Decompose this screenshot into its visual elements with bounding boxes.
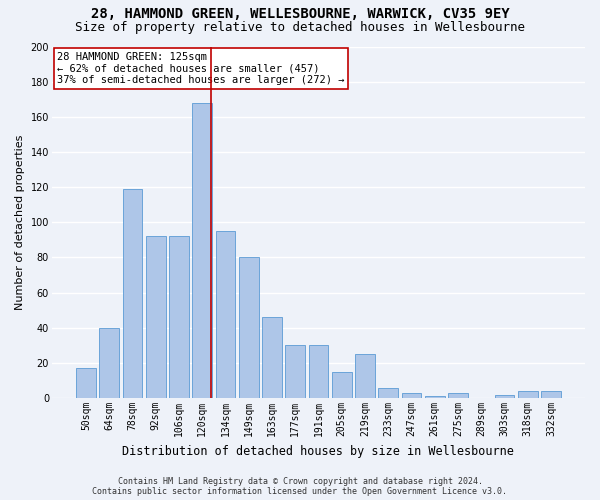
Text: 28, HAMMOND GREEN, WELLESBOURNE, WARWICK, CV35 9EY: 28, HAMMOND GREEN, WELLESBOURNE, WARWICK… [91, 8, 509, 22]
Bar [425, 396, 445, 398]
Bar [518, 391, 538, 398]
Bar [100, 328, 119, 398]
Bar [448, 393, 468, 398]
X-axis label: Distribution of detached houses by size in Wellesbourne: Distribution of detached houses by size … [122, 444, 514, 458]
Text: Contains HM Land Registry data © Crown copyright and database right 2024.
Contai: Contains HM Land Registry data © Crown c… [92, 476, 508, 496]
Text: Size of property relative to detached houses in Wellesbourne: Size of property relative to detached ho… [75, 21, 525, 34]
Bar [193, 103, 212, 398]
Bar [76, 368, 96, 398]
Bar [494, 394, 514, 398]
Bar [401, 393, 421, 398]
Bar [262, 318, 282, 398]
Bar [215, 231, 235, 398]
Bar [285, 346, 305, 398]
Bar [169, 236, 189, 398]
Bar [122, 189, 142, 398]
Text: 28 HAMMOND GREEN: 125sqm
← 62% of detached houses are smaller (457)
37% of semi-: 28 HAMMOND GREEN: 125sqm ← 62% of detach… [57, 52, 344, 85]
Bar [355, 354, 375, 398]
Bar [541, 391, 561, 398]
Bar [378, 388, 398, 398]
Bar [332, 372, 352, 398]
Bar [308, 346, 328, 398]
Bar [146, 236, 166, 398]
Bar [239, 258, 259, 398]
Y-axis label: Number of detached properties: Number of detached properties [15, 134, 25, 310]
